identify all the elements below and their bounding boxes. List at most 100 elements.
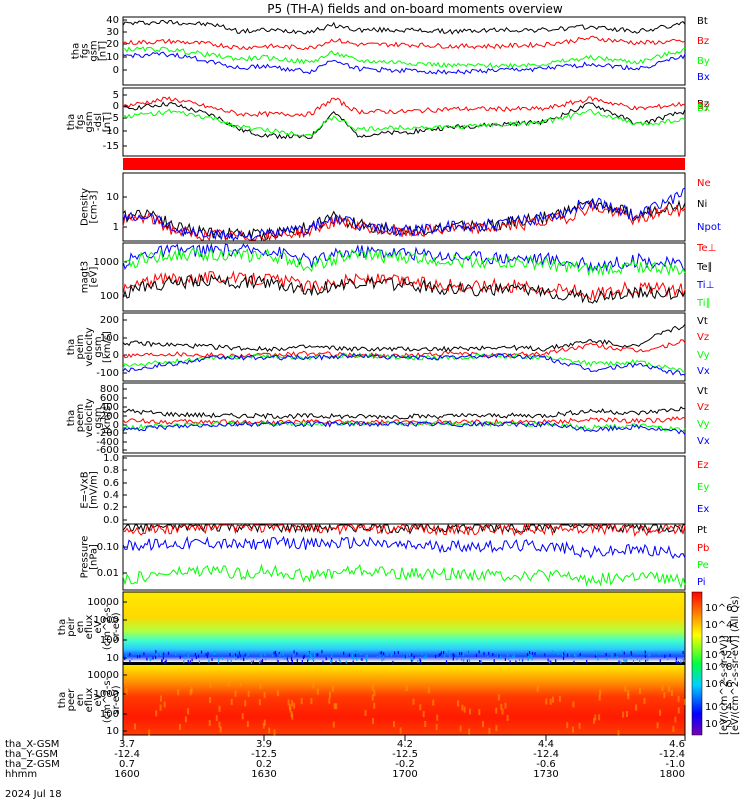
spectrogram-speck: [303, 654, 305, 658]
spectrogram-speck: [215, 651, 217, 655]
spectrogram-speck: [165, 659, 167, 663]
series-temperature-Ti⊥: [122, 243, 686, 273]
spectrogram-speck: [306, 652, 308, 656]
spectrogram-speck: [412, 698, 415, 705]
bottom-row-value: -12.4: [114, 749, 140, 760]
spectrogram-speck: [184, 716, 187, 723]
spectrogram-speck: [332, 651, 334, 655]
spectrogram-speck: [327, 656, 329, 660]
spectrogram-speck: [230, 698, 233, 705]
ytick-label: 1000: [94, 615, 119, 626]
spectrogram-speck: [287, 699, 290, 706]
spectrogram-speck: [594, 714, 597, 721]
spectrogram-speck: [302, 656, 304, 660]
series-density-Npot: [122, 187, 686, 242]
spectrogram-speck: [493, 659, 495, 663]
spectrogram-speck: [371, 684, 374, 691]
spectrogram-speck: [639, 659, 641, 663]
spectrogram-speck: [406, 653, 408, 657]
spectrogram-speck: [258, 699, 261, 706]
spectrogram-speck: [321, 650, 323, 654]
spectrogram-speck: [480, 660, 482, 664]
legend-entry: Bx: [697, 103, 710, 114]
ytick-label: 100: [100, 291, 119, 302]
spectrogram-speck: [183, 651, 185, 655]
spectrogram-speck: [468, 728, 471, 735]
spectrogram-speck: [506, 714, 509, 721]
ytick-label: 400: [100, 402, 119, 413]
spectrogram-speck: [598, 714, 601, 721]
spectrogram-speck: [252, 660, 254, 664]
spectrogram-speck: [307, 659, 309, 663]
spectrogram-speck: [134, 723, 136, 730]
spectrogram-speck: [404, 655, 406, 659]
spectrogram-speck: [664, 654, 666, 658]
spectrogram-speck: [648, 653, 650, 657]
spectrogram-speck: [682, 651, 684, 654]
bottom-row-value: -0.6: [536, 759, 556, 770]
ylabel-line: velocity: [84, 327, 95, 366]
spectrogram-speck: [136, 655, 139, 659]
ylabel-line: tha: [66, 410, 77, 426]
spectrogram-speck: [453, 654, 455, 658]
spectrogram-speck: [229, 653, 231, 657]
spectrogram-speck: [332, 685, 334, 692]
spectrogram-speck: [150, 657, 152, 661]
spectrogram-speck: [644, 650, 646, 654]
peir-spectrogram-image: [123, 592, 685, 662]
legend-entry: Vt: [697, 386, 708, 397]
spectrogram-speck: [444, 654, 446, 658]
spectrogram-speck: [643, 697, 646, 704]
spectrogram-speck: [527, 650, 529, 654]
ytick-label: 40: [106, 15, 119, 26]
spectrogram-speck: [238, 651, 240, 655]
spectrogram-speck: [211, 658, 213, 662]
spectrogram-speck: [148, 729, 151, 736]
legend-entry: Bt: [697, 16, 708, 27]
ytick-label: 10: [106, 726, 119, 737]
spectrogram-speck: [658, 651, 660, 655]
spectrogram-speck: [139, 654, 141, 658]
spectrogram-speck: [390, 653, 392, 657]
ytick-label: 200: [100, 315, 119, 326]
spectrogram-speck: [534, 652, 536, 656]
spectrogram-speck: [578, 722, 581, 729]
colorbar-tick: 10^2: [705, 650, 732, 661]
spectrogram-speck: [218, 721, 221, 728]
spectrogram-speck: [468, 657, 470, 661]
panel-density: 10 1 Density[cm-3] Ne Ni Npot: [80, 178, 721, 242]
spectrogram-speck: [630, 656, 632, 660]
spectrogram-speck: [331, 655, 333, 659]
spectrogram-speck: [179, 723, 182, 730]
legend-entry: Vx: [697, 366, 710, 377]
spectrogram-speck: [274, 650, 277, 654]
series-fgs_mag-Bz: [122, 35, 686, 51]
spectrogram-speck: [644, 654, 646, 658]
spectrogram-speck: [411, 653, 413, 657]
spectrogram-speck: [614, 653, 616, 657]
spectrogram-speck: [383, 657, 385, 661]
spectrogram-speck: [527, 656, 530, 659]
series-temperature-Te∥: [122, 273, 686, 304]
ytick-label: 10000: [87, 670, 119, 681]
spectrogram-speck: [495, 707, 498, 714]
ytick-label: -15: [103, 141, 119, 152]
spectrogram-speck: [287, 660, 289, 664]
spectrogram-speck: [630, 651, 632, 654]
ylabel-line: (cm^2-s-: [102, 676, 113, 723]
ytick-label: 1.0: [103, 453, 119, 464]
spectrogram-speck: [555, 659, 557, 663]
spectrogram-speck: [438, 653, 440, 657]
spectrogram-speck: [218, 705, 221, 712]
ytick-label: 0: [113, 420, 119, 431]
spectrogram-speck: [668, 685, 670, 692]
ytick-label: 0: [113, 101, 119, 112]
spectrogram-speck: [300, 698, 303, 705]
spectrogram-speck: [355, 650, 357, 654]
spectrogram-speck: [495, 725, 498, 732]
spectrogram-speck: [163, 652, 165, 656]
spectrogram-speck: [410, 657, 412, 661]
spectrogram-speck: [622, 711, 625, 718]
spectrogram-speck: [645, 659, 647, 663]
spectrogram-speck: [423, 655, 425, 659]
